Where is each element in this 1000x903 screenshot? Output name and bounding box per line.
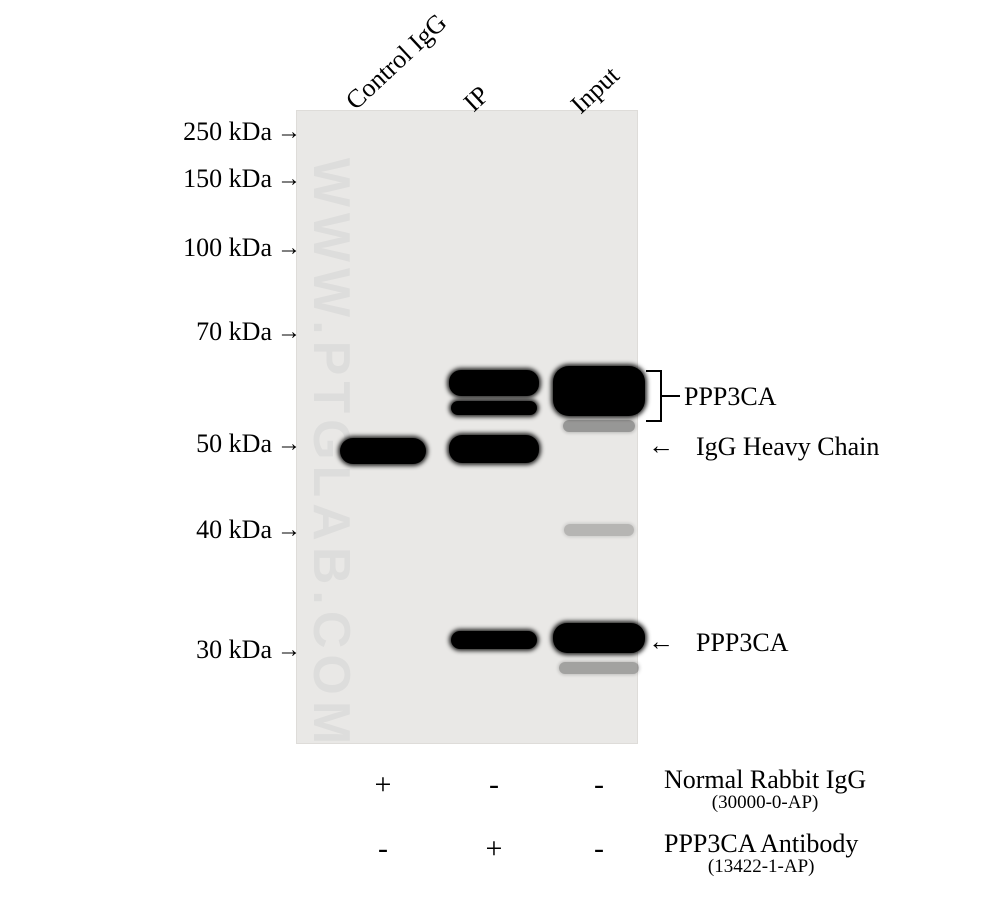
mw-arrow-icon: → — [277, 118, 301, 146]
mw-arrow-icon: → — [277, 165, 301, 193]
mw-label: 150 kDa — [0, 164, 272, 194]
mw-label: 30 kDa — [0, 635, 272, 665]
mw-label: 40 kDa — [0, 515, 272, 545]
blot-band — [553, 366, 645, 416]
blot-band — [451, 401, 537, 415]
mw-arrow-icon: → — [277, 430, 301, 458]
band-annotation: PPP3CA — [696, 628, 789, 658]
condition-mark: - — [474, 768, 514, 802]
mw-label: 70 kDa — [0, 317, 272, 347]
lane-label: Control IgG — [340, 8, 453, 116]
condition-label: PPP3CA Antibody(13422-1-AP) — [664, 830, 858, 877]
band-annotation: IgG Heavy Chain — [696, 432, 879, 462]
blot-band — [451, 631, 537, 649]
condition-mark: - — [579, 768, 619, 802]
mw-label: 250 kDa — [0, 117, 272, 147]
condition-label-sub: (13422-1-AP) — [664, 857, 858, 877]
condition-mark: - — [363, 832, 403, 866]
annotation-arrow-icon: ← — [648, 626, 674, 657]
blot-band — [559, 662, 639, 674]
condition-mark: - — [579, 832, 619, 866]
annotation-bracket — [646, 370, 664, 422]
mw-arrow-icon: → — [277, 516, 301, 544]
condition-mark: + — [474, 832, 514, 866]
condition-mark: + — [363, 768, 403, 802]
blot-band — [449, 370, 539, 396]
blot-band — [449, 435, 539, 463]
mw-label: 50 kDa — [0, 429, 272, 459]
band-annotation: PPP3CA — [684, 382, 777, 412]
condition-label-main: PPP3CA Antibody — [664, 829, 858, 858]
mw-arrow-icon: → — [277, 234, 301, 262]
condition-label-sub: (30000-0-AP) — [664, 793, 866, 813]
blot-band — [340, 438, 426, 464]
blot-band — [564, 524, 634, 536]
condition-label: Normal Rabbit IgG(30000-0-AP) — [664, 766, 866, 813]
condition-label-main: Normal Rabbit IgG — [664, 765, 866, 794]
blot-band — [553, 623, 645, 653]
mw-arrow-icon: → — [277, 636, 301, 664]
blot-band — [563, 420, 635, 432]
mw-arrow-icon: → — [277, 318, 301, 346]
annotation-arrow-icon: ← — [648, 430, 674, 461]
mw-label: 100 kDa — [0, 233, 272, 263]
